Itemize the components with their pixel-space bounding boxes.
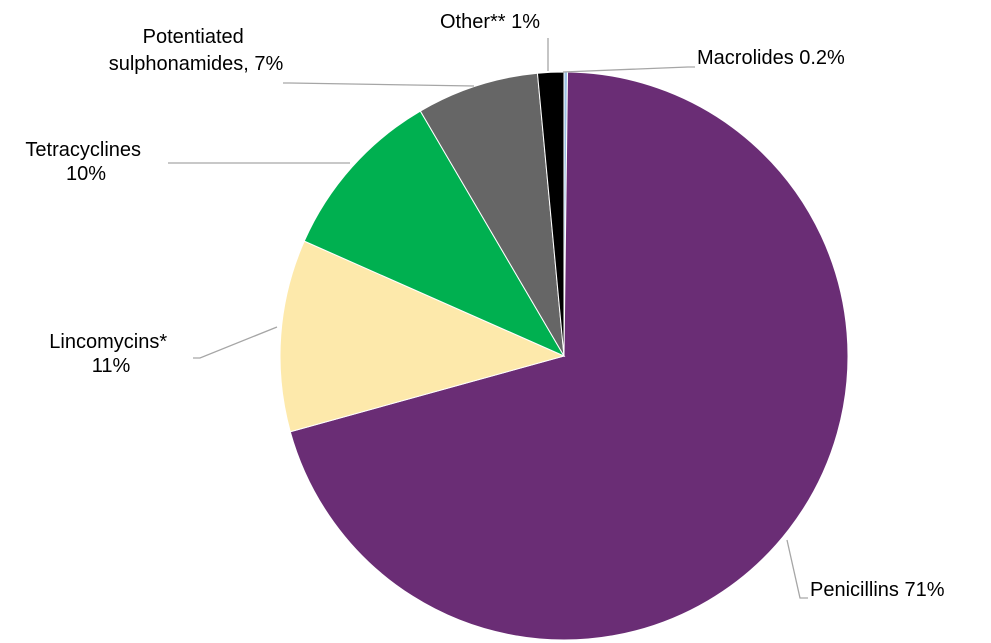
data-label-tetracyclines: Tetracyclines 10% [25, 139, 146, 185]
leader-lines [168, 38, 808, 599]
data-labels: Macrolides 0.2% Penicillins 71% Lincomyc… [25, 11, 944, 601]
data-label-penicillins: Penicillins 71% [810, 579, 945, 601]
pie-slice-lincomycins [279, 240, 566, 433]
pie-slice-penicillins [289, 71, 849, 641]
leader-line-macrolides [562, 66, 695, 73]
data-label-macrolides: Macrolides 0.2% [697, 47, 845, 69]
leader-line-penicillins [786, 539, 808, 599]
data-label-potentiated-sulphonamides: Potentiated sulphonamides, 7% [109, 26, 284, 75]
pie-slices [279, 71, 849, 641]
leader-line-potentiated-sulphonamides [283, 82, 475, 87]
pie-slice-tetracyclines [303, 110, 566, 358]
leader-line-lincomycins [193, 326, 278, 359]
data-label-other: Other** 1% [440, 11, 540, 33]
data-label-lincomycins: Lincomycins* 11% [49, 331, 172, 377]
pie-slice-potentiated-sulphonamides [419, 72, 565, 357]
